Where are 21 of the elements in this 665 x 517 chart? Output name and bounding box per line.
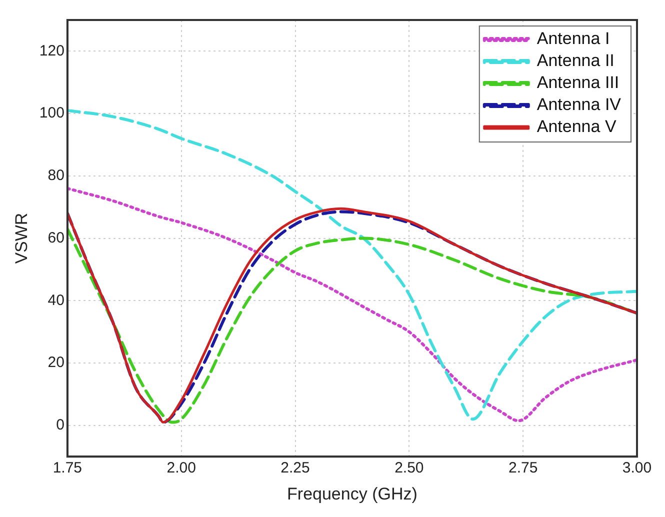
- legend-label: Antenna III: [536, 73, 620, 92]
- line-series: [67, 108, 637, 421]
- x-tick-label: 1.75: [52, 460, 82, 477]
- y-tick-label: 20: [48, 354, 64, 372]
- x-tick-label: 2.00: [166, 460, 196, 477]
- y-tick-label: 80: [48, 167, 64, 184]
- x-tick-label: 2.75: [508, 460, 538, 477]
- legend-label: Antenna IV: [536, 95, 622, 114]
- y-tick-label: 100: [39, 104, 64, 122]
- x-tick-label: 3.00: [622, 460, 652, 477]
- x-tick-label: 2.50: [394, 460, 424, 477]
- legend-label: Antenna I: [536, 29, 610, 48]
- x-tick-label: 2.25: [280, 460, 310, 477]
- y-tick-label: 0: [56, 416, 64, 434]
- y-tick-label: 60: [48, 229, 64, 246]
- x-axis-title: Frequency (GHz): [287, 484, 418, 504]
- y-tick-label: 40: [48, 292, 64, 309]
- y-tick-label: 120: [39, 42, 64, 60]
- y-axis-title: VSWR: [12, 212, 31, 264]
- legend-label: Antenna V: [536, 117, 617, 136]
- legend-label: Antenna II: [536, 51, 614, 70]
